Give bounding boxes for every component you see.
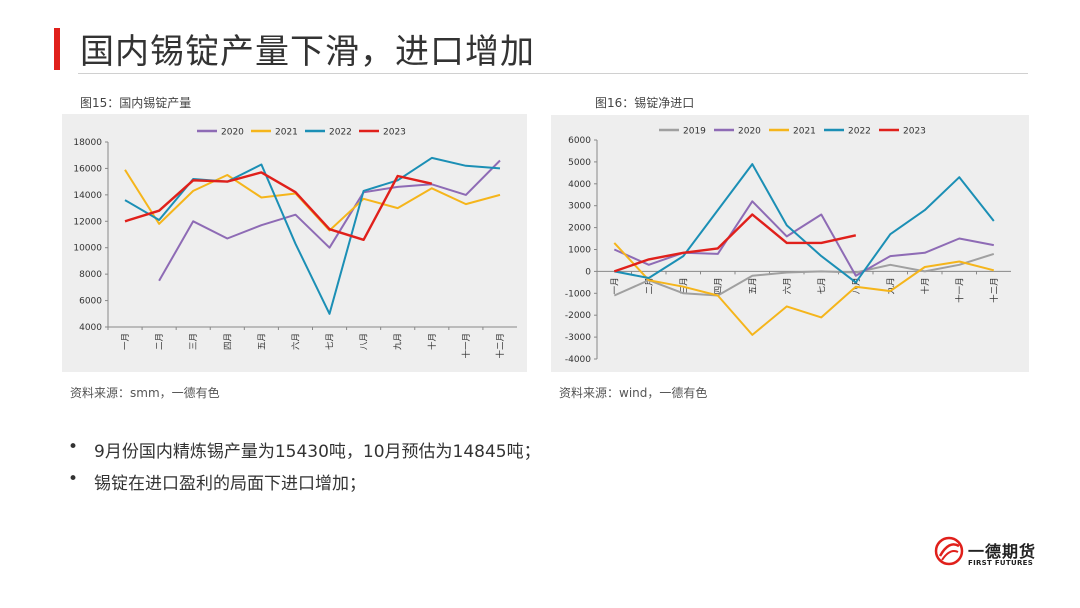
y-tick-label: 5000: [568, 158, 591, 168]
x-tick-label: 十月: [427, 333, 438, 350]
legend-label: 2022: [848, 127, 871, 137]
series-line-2022: [124, 156, 501, 315]
x-tick-label: 三月: [679, 277, 689, 294]
x-tick-label: 十一月: [461, 333, 472, 359]
y-tick-label: -3000: [565, 333, 591, 343]
x-tick-label: 一月: [610, 277, 620, 294]
y-tick-label: 16000: [73, 164, 102, 174]
legend-item-2021: 2021: [251, 128, 298, 138]
y-tick-label: 8000: [79, 270, 102, 280]
legend-label: 2023: [383, 128, 406, 138]
x-tick-label: 五月: [257, 333, 267, 350]
x-tick-label: 二月: [645, 277, 655, 294]
bullet-text: 锡锭在进口盈利的局面下进口增加；: [94, 474, 366, 494]
title-accent-bar: [54, 28, 60, 70]
y-tick-label: 1000: [568, 246, 591, 256]
legend-item-2022: 2022: [824, 127, 871, 137]
x-tick-label: 六月: [782, 277, 793, 294]
y-tick-label: 2000: [568, 224, 591, 234]
legend-label: 2020: [221, 128, 244, 138]
x-tick-label: 四月: [714, 277, 724, 294]
y-tick-label: 12000: [73, 217, 102, 227]
legend-label: 2021: [275, 128, 298, 138]
x-tick-label: 八月: [360, 333, 370, 350]
page-title: 国内锡锭产量下滑，进口增加: [80, 32, 535, 72]
title-divider: [78, 73, 1028, 74]
y-tick-label: 6000: [79, 297, 102, 307]
chart-2-panel: -4000 -3000 -2000 -1000 0 1000 2000 3000 4000 500…: [551, 115, 1029, 372]
chart-1-panel: 4000 6000 8000 10000 12000 14000 16000 18000 一月 二…: [62, 114, 527, 372]
series-line-2021: [124, 169, 501, 232]
y-tick-label: 14000: [73, 191, 102, 201]
x-tick-label: 四月: [223, 333, 233, 350]
legend-label: 2019: [683, 127, 706, 137]
x-tick-label: 二月: [155, 333, 165, 350]
x-tick-label: 一月: [121, 333, 131, 350]
series-line-2023: [613, 213, 857, 273]
y-tick-label: -1000: [565, 289, 591, 299]
x-tick-label: 六月: [290, 333, 301, 350]
chart-1-source: 资料来源：smm，一德有色: [70, 386, 220, 400]
x-tick-label: 十一月: [954, 277, 965, 303]
logo-text-en: FIRST FUTURES: [968, 559, 1034, 567]
chart-2-source: 资料来源：wind，一德有色: [559, 386, 708, 400]
y-tick-label: -2000: [565, 311, 591, 321]
legend-item-2020: 2020: [197, 128, 244, 138]
company-logo: 一德期货 FIRST FUTURES: [934, 532, 1054, 576]
legend-item-2023: 2023: [359, 128, 406, 138]
x-tick-label: 五月: [748, 277, 758, 294]
bullet-dot: •: [68, 437, 79, 457]
y-tick-label: 4000: [79, 323, 102, 333]
chart-2-svg: -4000 -3000 -2000 -1000 0 1000 2000 3000 4000 500…: [565, 127, 1011, 365]
y-tick-label: 3000: [568, 202, 591, 212]
x-tick-label: 七月: [326, 333, 336, 350]
x-tick-label: 三月: [189, 333, 199, 350]
x-tick-label: 十二月: [989, 277, 1000, 303]
x-tick-label: 十月: [920, 277, 931, 294]
x-tick-label: 九月: [886, 277, 896, 294]
logo-text-cn: 一德期货: [968, 542, 1037, 561]
y-tick-label: -4000: [565, 355, 591, 365]
legend-label: 2020: [738, 127, 761, 137]
y-tick-label: 18000: [73, 138, 102, 148]
y-tick-label: 10000: [73, 244, 102, 254]
series-line-2019: [613, 252, 995, 297]
x-tick-label: 九月: [394, 333, 404, 350]
legend-item-2019: 2019: [659, 127, 706, 137]
bullet-dot: •: [68, 469, 79, 489]
x-tick-label: 十二月: [495, 333, 506, 359]
chart-2-caption: 图16：锡锭净进口: [595, 96, 695, 110]
chart-1-caption: 图15：国内锡锭产量: [80, 96, 192, 110]
y-tick-label: 4000: [568, 180, 591, 190]
legend-item-2020: 2020: [714, 127, 761, 137]
legend-label: 2022: [329, 128, 352, 138]
chart-1-svg: 4000 6000 8000 10000 12000 14000 16000 18000 一月 二…: [73, 128, 517, 359]
series-line-2021: [613, 242, 995, 336]
series-line-2020: [158, 159, 501, 282]
legend-label: 2021: [793, 127, 816, 137]
x-tick-label: 七月: [817, 277, 827, 294]
legend-label: 2023: [903, 127, 926, 137]
series-line-2023: [124, 171, 433, 241]
bullet-text: 9月份国内精炼锡产量为15430吨，10月预估为14845吨；: [94, 442, 541, 462]
series-line-2022: [614, 163, 995, 284]
legend-item-2021: 2021: [769, 127, 816, 137]
logo-mark-icon: [934, 536, 964, 566]
y-tick-label: 6000: [568, 136, 591, 146]
legend-item-2022: 2022: [305, 128, 352, 138]
legend-item-2023: 2023: [879, 127, 926, 137]
y-tick-label: 0: [585, 267, 591, 277]
